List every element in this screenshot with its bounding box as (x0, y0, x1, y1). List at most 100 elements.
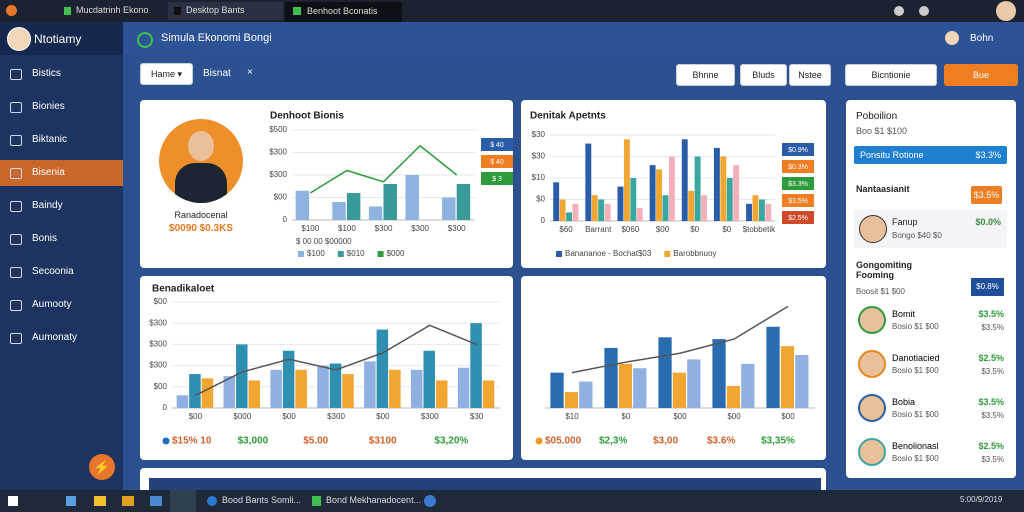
featured-row[interactable]: Fanup Bongo $40 $0 $0.0% (854, 210, 1007, 248)
close[interactable]: × (247, 67, 253, 78)
section-value[interactable]: $3.5% (971, 186, 1002, 204)
y-tick-label: $00 (154, 382, 168, 391)
y-tick-label: $300 (269, 170, 287, 179)
button[interactable]: Bhnne (676, 64, 735, 86)
person-name: Danotiacied (892, 353, 940, 363)
bar (346, 193, 361, 220)
nav-item[interactable]: Secoonia (0, 259, 123, 285)
app-icon[interactable] (66, 496, 76, 506)
icon[interactable] (919, 6, 929, 16)
bar (550, 372, 564, 408)
group-subtitle: Boosit $1 $00 (856, 287, 905, 296)
task-app[interactable]: Bond Mekhanadocent... (326, 495, 422, 505)
nav-label: Biktanic (32, 134, 68, 145)
bar (223, 376, 236, 408)
legend-swatch (664, 251, 671, 257)
person-sub: $3.5% (981, 367, 1004, 376)
tab[interactable]: Desktop Bants (168, 2, 283, 20)
y-tick-label: $0 (536, 195, 545, 204)
y-tick-label: 0 (541, 216, 546, 225)
tab-title: Benhoot Bconatis (307, 6, 378, 16)
button[interactable]: Bluds (740, 64, 787, 86)
nav-item[interactable]: Aumonaty (0, 325, 123, 351)
fab-button[interactable]: ⚡ (89, 454, 115, 480)
bar (364, 361, 376, 408)
bar (726, 178, 733, 221)
person-photo (858, 438, 886, 466)
chart-title: Denhoot Bionis (270, 111, 344, 122)
tab[interactable]: Mucdatrinh Ekono (56, 2, 166, 20)
nav-label: Bisenia (32, 167, 65, 178)
group-value[interactable]: $0.8% (971, 278, 1004, 296)
bar (656, 169, 662, 221)
clock: 5:00/9/2019 (960, 495, 1003, 504)
user-button[interactable]: Bicntionie (845, 64, 937, 86)
bar (636, 208, 643, 221)
nav-item[interactable]: Bonis (0, 226, 123, 252)
x-tick-label: $30 (470, 412, 484, 421)
icon[interactable] (894, 6, 904, 16)
nav-item[interactable]: Aumooty (0, 292, 123, 318)
bar (726, 385, 741, 408)
brand-bar: Ntotiamy (0, 22, 123, 55)
avatar[interactable] (945, 31, 959, 45)
brand: Ntotiamy (34, 32, 82, 46)
panel-title: Poboilion (856, 111, 898, 122)
bar (598, 199, 605, 221)
bar (389, 369, 401, 408)
nav-item[interactable]: Biktanic (0, 127, 123, 153)
bar (332, 202, 346, 220)
app-icon[interactable] (170, 490, 196, 512)
app-icon[interactable] (150, 496, 162, 506)
nav-item[interactable]: Bionies (0, 94, 123, 120)
legend-label: $000 (387, 249, 405, 258)
bar (368, 206, 383, 220)
user-name[interactable]: Bohn (970, 33, 994, 44)
y-tick-label: $00 (274, 193, 288, 202)
nav-icon (10, 201, 22, 212)
tab[interactable]: Benhoot Bconatis (285, 2, 402, 22)
app-icon[interactable] (122, 496, 134, 506)
bar (688, 190, 695, 221)
nav-label: Secoonia (32, 266, 74, 277)
tab-label[interactable]: Bisnat (203, 68, 231, 79)
side-label-box (481, 155, 513, 168)
bar (765, 203, 772, 221)
bar (618, 363, 633, 408)
nav-item[interactable]: Baindy (0, 193, 123, 219)
side-label-box (782, 143, 814, 156)
bar (604, 203, 611, 221)
bar (746, 203, 752, 221)
x-tick-label: $300 (448, 224, 466, 233)
person-name: Benolionasl (892, 441, 939, 451)
avatar (7, 27, 31, 51)
avatar[interactable] (996, 1, 1016, 21)
header: Simula Ekonomi Bongi Bohn (123, 22, 1024, 55)
x-tick-label: $100 (338, 224, 356, 233)
footer-label: $3,00 (653, 436, 678, 447)
app-icon[interactable] (94, 496, 106, 506)
button[interactable]: Nstee (789, 64, 831, 86)
start[interactable] (8, 496, 18, 506)
y-tick-label: $500 (269, 125, 287, 134)
featured-name: Fanup (892, 217, 918, 227)
action-button[interactable]: Bue (944, 64, 1018, 86)
legend-label: Banananoe - Bochat$03 (565, 249, 652, 258)
person-value: $2.5% (978, 441, 1004, 451)
nav-item[interactable]: Bisenia (0, 160, 123, 186)
x-tick-label: $60 (559, 225, 573, 234)
y-tick-label: $300 (269, 148, 287, 157)
logo (137, 32, 153, 48)
bar (795, 355, 809, 408)
nav-item[interactable]: Bistics (0, 61, 123, 87)
task-app[interactable]: Bood Bants Somli... (222, 495, 302, 505)
select[interactable]: Hame ▾ (140, 63, 193, 85)
bar (376, 329, 389, 408)
highlight-row[interactable]: Ponsitu Rotione $3.3% (854, 146, 1007, 164)
footer-label: $05.000 (545, 436, 582, 447)
profile-name: Ranadocenal (174, 210, 228, 220)
y-tick-label: 0 (283, 215, 288, 224)
side-label-text: $ 3 (492, 176, 502, 183)
person-detail: Bosio $1 $00 (892, 410, 939, 419)
taskbar: Bood Bants Somli... Bond Mekhanadocent..… (0, 490, 1024, 512)
